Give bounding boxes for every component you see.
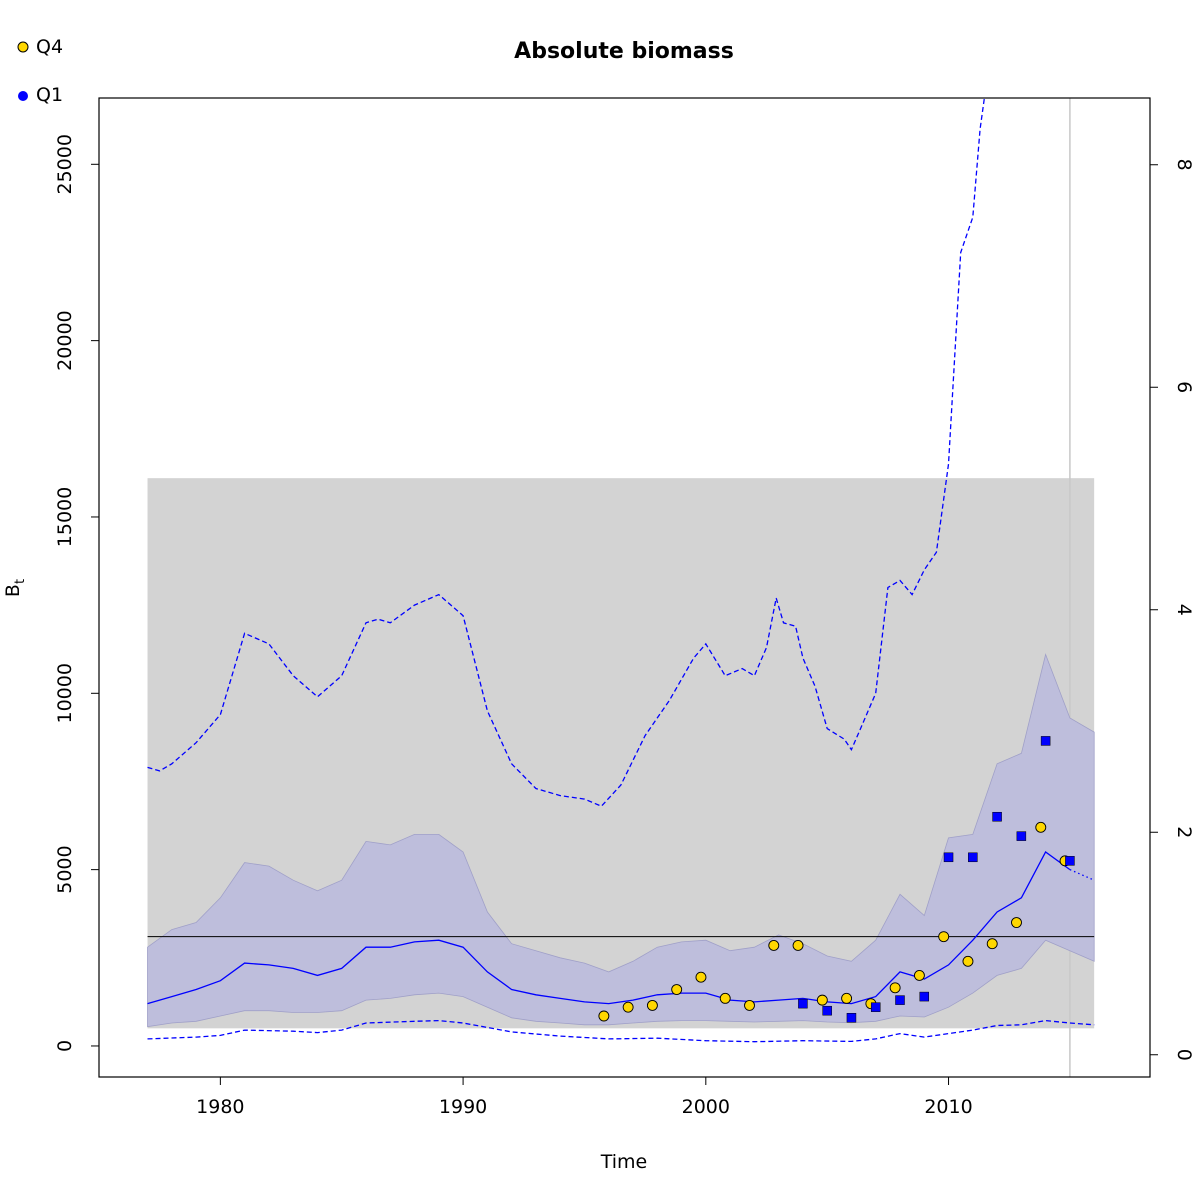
point-q4 [962,955,974,967]
point-q4 [816,994,828,1006]
legend-label-q1: Q1 [36,84,63,106]
point-q4 [1035,821,1047,833]
point-q4 [671,984,683,995]
point-q4 [695,971,707,983]
x-tick-label: 1980 [196,1096,244,1118]
y-axis-right: 0 2 4 6 8 [1150,159,1195,1061]
point-q1 [1016,831,1027,841]
point-q4 [622,1001,634,1013]
y2-tick-label: 2 [1173,826,1195,838]
y2-tick-label: 8 [1173,159,1195,171]
x-axis-label: Time [600,1151,648,1173]
y-tick-label: 20000 [54,310,76,370]
point-q1 [895,995,905,1005]
point-q1 [798,998,808,1009]
point-q1 [992,811,1002,822]
point-q1 [968,852,978,863]
point-q1 [870,1002,881,1012]
point-q1 [919,991,930,1002]
y-tick-label: 0 [54,1040,76,1052]
y2-tick-label: 4 [1173,604,1195,616]
point-q1 [1040,736,1051,746]
y-axis-label: Bt [2,579,28,597]
y2-tick-label: 0 [1173,1049,1195,1061]
point-q4 [744,999,755,1011]
chart-title: Absolute biomass [514,39,734,64]
y-axis-label-main: B [2,584,24,597]
x-tick-label: 2010 [924,1096,972,1118]
point-q1 [822,1005,832,1016]
y-tick-label: 10000 [54,663,76,723]
y-axis-label-subscript: t [13,579,28,584]
point-q1 [1065,856,1075,866]
legend: Q4 Q1 [17,36,63,106]
confidence-band [147,653,1095,1028]
x-tick-label: 1990 [439,1096,487,1118]
point-q1 [943,852,954,863]
legend-item-q4: Q4 [17,36,63,58]
plot-area [147,98,1095,1077]
legend-item-q1: Q1 [18,84,63,106]
point-q4 [913,969,925,981]
y-axis-left: 0 5000 10000 15000 20000 25000 [54,134,99,1052]
point-q4 [986,938,998,950]
point-q4 [792,940,804,951]
y2-tick-label: 6 [1173,381,1195,393]
point-q4 [1011,917,1022,928]
x-axis: 1980 1990 2000 2010 [196,1077,973,1118]
point-q1 [846,1013,857,1023]
point-q4 [841,992,853,1004]
y-tick-label: 25000 [54,134,76,194]
legend-marker-q1 [18,91,28,101]
plot-frame [98,97,1151,1078]
point-q4 [719,992,731,1004]
legend-label-q4: Q4 [36,36,63,58]
y-tick-label: 5000 [54,845,76,893]
point-q4 [598,1010,610,1022]
point-q4 [889,982,901,994]
x-tick-label: 2000 [682,1096,730,1118]
y-tick-label: 15000 [54,487,76,547]
interval-line-0 [147,98,986,807]
point-q4 [938,931,950,943]
legend-marker-q4 [17,41,29,53]
point-q4 [768,940,780,951]
point-q4 [646,999,658,1011]
interval-line-1 [147,1019,1095,1043]
